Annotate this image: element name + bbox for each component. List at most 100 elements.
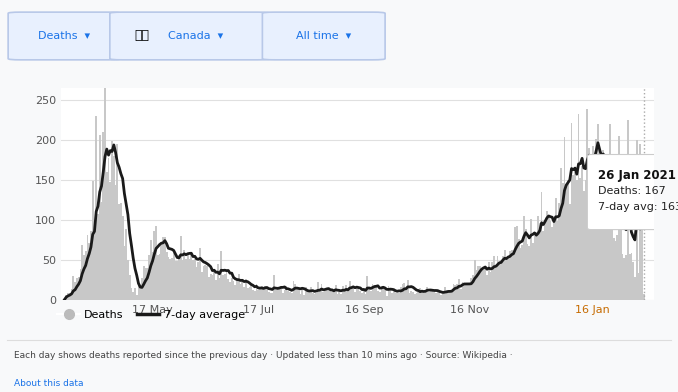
Bar bbox=[550, 221, 551, 300]
Bar bbox=[572, 175, 574, 300]
Bar bbox=[262, 287, 264, 300]
Bar bbox=[504, 250, 506, 300]
Bar bbox=[224, 274, 226, 300]
Bar bbox=[162, 237, 164, 300]
Bar bbox=[294, 284, 296, 300]
Bar bbox=[118, 204, 120, 300]
Bar bbox=[384, 289, 386, 300]
Bar bbox=[165, 252, 167, 300]
Bar bbox=[555, 198, 557, 300]
Bar bbox=[618, 136, 620, 300]
Bar bbox=[534, 234, 536, 300]
Bar bbox=[273, 275, 275, 300]
FancyBboxPatch shape bbox=[110, 12, 270, 60]
Bar bbox=[113, 156, 115, 300]
Bar bbox=[641, 167, 643, 300]
Bar bbox=[502, 256, 504, 300]
Bar bbox=[519, 248, 521, 300]
Bar bbox=[374, 286, 375, 300]
Bar bbox=[205, 265, 206, 300]
Bar bbox=[261, 287, 262, 300]
Bar bbox=[418, 290, 419, 300]
Bar bbox=[558, 203, 560, 300]
Bar bbox=[442, 294, 444, 300]
Bar bbox=[83, 256, 85, 300]
Bar bbox=[419, 288, 421, 300]
Bar bbox=[407, 280, 409, 300]
Bar bbox=[171, 258, 173, 300]
Bar bbox=[398, 293, 400, 300]
Bar bbox=[513, 254, 515, 300]
Bar bbox=[518, 239, 519, 300]
Bar bbox=[637, 273, 639, 300]
Bar bbox=[266, 289, 268, 300]
Bar bbox=[115, 185, 117, 300]
Bar bbox=[342, 286, 344, 300]
Bar bbox=[354, 292, 356, 300]
Bar bbox=[141, 278, 143, 300]
Bar bbox=[565, 186, 567, 300]
Bar bbox=[401, 284, 403, 300]
Bar bbox=[238, 274, 240, 300]
Bar bbox=[511, 250, 513, 300]
Bar bbox=[507, 257, 509, 300]
Bar bbox=[581, 166, 583, 300]
Bar bbox=[416, 293, 418, 300]
Bar bbox=[468, 284, 471, 300]
Bar bbox=[298, 289, 300, 300]
Bar bbox=[292, 281, 294, 300]
Bar bbox=[445, 290, 447, 300]
Legend: Deaths, 7-day average: Deaths, 7-day average bbox=[53, 305, 250, 325]
Bar bbox=[569, 204, 571, 300]
Bar bbox=[99, 135, 100, 300]
Bar bbox=[557, 221, 558, 300]
Bar bbox=[586, 109, 589, 300]
Text: Canada  ▾: Canada ▾ bbox=[168, 31, 223, 41]
Bar bbox=[305, 287, 306, 300]
Bar bbox=[291, 293, 292, 300]
Bar bbox=[631, 253, 633, 300]
Bar bbox=[606, 218, 607, 300]
Bar bbox=[87, 235, 88, 300]
Bar bbox=[456, 284, 458, 300]
Bar bbox=[306, 291, 308, 300]
Bar bbox=[490, 272, 492, 300]
Bar bbox=[326, 289, 327, 300]
Bar bbox=[243, 287, 245, 300]
Bar bbox=[580, 178, 581, 300]
Bar bbox=[282, 292, 283, 300]
Bar bbox=[94, 224, 96, 300]
Text: About this data: About this data bbox=[14, 379, 83, 388]
Text: 7-day avg: 163: 7-day avg: 163 bbox=[598, 202, 678, 212]
Bar bbox=[247, 289, 249, 300]
Bar bbox=[170, 259, 171, 300]
Bar bbox=[424, 291, 426, 300]
Bar bbox=[268, 292, 270, 300]
Bar bbox=[389, 289, 391, 300]
Bar bbox=[270, 292, 271, 300]
Bar bbox=[542, 231, 544, 300]
Bar bbox=[324, 291, 326, 300]
Bar bbox=[344, 291, 345, 300]
Bar bbox=[560, 168, 562, 300]
Bar bbox=[127, 260, 129, 300]
Bar bbox=[245, 279, 247, 300]
Bar bbox=[174, 261, 176, 300]
Bar bbox=[185, 259, 187, 300]
Bar bbox=[595, 139, 597, 300]
Bar bbox=[132, 292, 134, 300]
Bar bbox=[563, 137, 565, 300]
Bar bbox=[633, 261, 634, 300]
Bar bbox=[453, 284, 454, 300]
Bar bbox=[400, 287, 401, 300]
Bar bbox=[592, 146, 593, 300]
Bar bbox=[495, 268, 497, 300]
Bar bbox=[256, 284, 258, 300]
Bar bbox=[279, 287, 280, 300]
Bar bbox=[475, 270, 477, 300]
Bar bbox=[506, 259, 507, 300]
Bar bbox=[106, 172, 108, 300]
Bar bbox=[277, 287, 279, 300]
Bar bbox=[571, 123, 572, 300]
Bar bbox=[500, 260, 502, 300]
